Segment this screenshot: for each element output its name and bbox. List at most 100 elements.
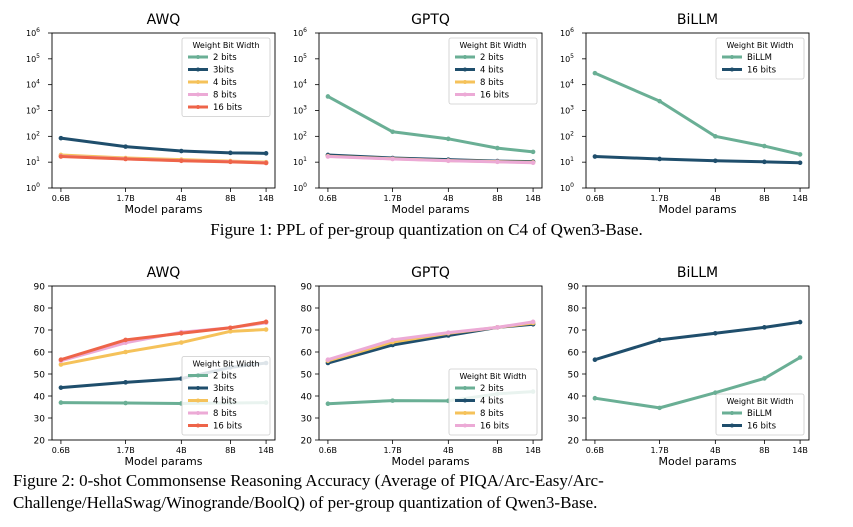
legend-label: 16 bits — [480, 422, 510, 432]
x-tick-label: 1.7B — [383, 194, 401, 203]
y-tick-label: 50 — [301, 371, 313, 381]
y-tick-label: 80 — [34, 305, 46, 315]
legend-label: 2 bits — [480, 53, 504, 63]
legend-box — [448, 368, 538, 436]
legend-marker — [463, 80, 467, 84]
y-tick-label: 104 — [293, 79, 307, 90]
series-line-16-bits — [60, 320, 267, 362]
data-point — [263, 327, 269, 332]
legend-label: 4 bits — [480, 397, 504, 407]
figure-1-plots: AWQ 100 101 102 103 104 105 106 0.6B 1.7B 4B 8B 14B M… — [26, 12, 810, 216]
data-point — [228, 150, 233, 156]
legend-label: 8 bits — [480, 409, 504, 419]
data-point — [797, 355, 803, 360]
figure-2-plots: AWQ 20 30 40 50 60 70 80 90 0.6B 1.7B 4B 8B 14B Model … — [34, 265, 810, 468]
legend: Weight Bit Width 2 bits 4 bits 8 bits 16 bit… — [448, 37, 538, 105]
legend-label: 16 bits — [213, 103, 243, 113]
data-point — [58, 385, 64, 390]
data-point — [123, 400, 128, 406]
y-tick-label: 50 — [34, 371, 46, 381]
series-line-4-bits — [327, 322, 534, 365]
series-group — [592, 70, 803, 166]
data-point — [797, 319, 803, 325]
x-tick-label: 1.7B — [650, 446, 668, 455]
y-tick-label: 30 — [568, 415, 580, 425]
x-axis-label: Model params — [125, 203, 203, 216]
data-point — [58, 154, 64, 159]
x-tick-label: 4B — [176, 194, 187, 203]
x-tick-label: 0.6B — [52, 194, 70, 203]
data-point — [762, 376, 767, 381]
data-point — [446, 158, 451, 164]
chart-title: GPTQ — [411, 12, 450, 28]
chart-panel-5: BiLLM 20 30 40 50 60 70 80 90 0.6B 1.7B 4B 8B 14B Mode… — [568, 265, 810, 468]
y-tick-label: 90 — [34, 283, 46, 293]
x-tick-label: 4B — [176, 446, 187, 455]
y-tick-label: 102 — [560, 130, 574, 141]
plot-frame — [51, 285, 276, 441]
legend-label: 2 bits — [213, 53, 237, 63]
legend-marker — [730, 55, 734, 59]
data-point — [179, 148, 184, 154]
data-point — [58, 362, 64, 367]
y-tick-label: 40 — [34, 393, 46, 403]
chart-title: AWQ — [147, 265, 181, 281]
data-point — [123, 380, 128, 385]
legend-marker — [196, 92, 200, 97]
chart-panel-1: GPTQ 100 101 102 103 104 105 106 0.6B 1.7B 4B 8B 14B… — [293, 12, 543, 216]
legend-label: 16 bits — [480, 91, 510, 101]
legend-label: 8 bits — [213, 409, 237, 419]
data-point — [390, 129, 395, 135]
y-tick-label: 103 — [26, 105, 40, 116]
y-tick-label: 102 — [293, 130, 307, 141]
legend-marker — [463, 55, 467, 59]
data-point — [123, 144, 128, 149]
chart-panel-3: AWQ 20 30 40 50 60 70 80 90 0.6B 1.7B 4B 8B 14B Model … — [34, 265, 276, 468]
data-point — [592, 154, 598, 159]
x-axis-label: Model params — [659, 455, 737, 468]
series-line-16-bits — [594, 320, 801, 362]
series-line-16-bits — [327, 155, 534, 165]
y-tick-label: 40 — [568, 393, 580, 403]
data-point — [263, 151, 269, 156]
legend-marker — [463, 386, 467, 390]
y-tick-label: 106 — [26, 27, 40, 38]
chart-title: AWQ — [147, 12, 181, 28]
y-tick-label: 60 — [301, 349, 313, 359]
legend-title: Weight Bit Width — [192, 41, 259, 50]
data-point — [592, 70, 598, 76]
y-tick-label: 90 — [568, 283, 580, 293]
legend: Weight Bit Width 2 bits 4 bits 8 bits 16 bit… — [448, 368, 538, 436]
legend-marker — [196, 80, 200, 84]
legend-marker — [196, 105, 200, 109]
data-point — [657, 98, 662, 104]
legend-label: 3bits — [213, 66, 234, 76]
legend-title: Weight Bit Width — [726, 397, 793, 406]
data-point — [58, 357, 64, 362]
data-point — [713, 158, 718, 164]
legend: Weight Bit Width BiLLM 16 bits — [715, 37, 805, 80]
x-tick-label: 14B — [792, 446, 808, 455]
y-tick-label: 105 — [293, 53, 307, 64]
x-tick-label: 8B — [225, 446, 236, 455]
legend-marker — [196, 373, 200, 378]
x-tick-label: 0.6B — [586, 446, 604, 455]
legend-label: 16 bits — [747, 66, 777, 76]
legend-label: 2 bits — [213, 372, 237, 382]
legend-marker — [196, 398, 200, 403]
legend-marker — [463, 92, 467, 97]
data-point — [390, 337, 395, 343]
plot-frame — [318, 285, 543, 441]
legend-label: 4 bits — [480, 66, 504, 76]
data-point — [713, 134, 718, 139]
y-tick-label: 70 — [301, 327, 313, 337]
y-tick-label: 101 — [26, 156, 40, 167]
plot-frame — [318, 32, 543, 189]
data-point — [495, 325, 500, 330]
y-tick-label: 100 — [26, 182, 40, 193]
data-point — [495, 145, 500, 151]
data-point — [797, 160, 803, 166]
legend-label: 4 bits — [213, 78, 237, 88]
data-point — [228, 159, 233, 165]
x-axis-label: Model params — [392, 455, 470, 468]
